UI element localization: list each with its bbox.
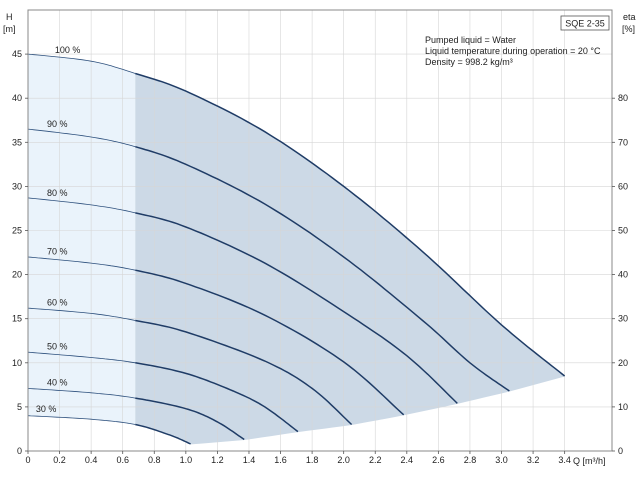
x-tick-label: 1.2 [211, 455, 224, 465]
curves [27, 53, 566, 445]
y-right-tick-label: 20 [618, 358, 628, 368]
y-left-tick-label: 0 [17, 446, 22, 456]
y-axis-left-ticks: 0 5 10 15 20 25 30 35 40 45 [12, 49, 28, 456]
model-label: SQE 2-35 [565, 19, 605, 29]
x-tick-label: 3.4 [558, 455, 571, 465]
curve-50-percent [135, 362, 299, 433]
x-tick-label: 0.6 [116, 455, 129, 465]
y-axis-right-label-unit: [%] [622, 24, 635, 34]
x-axis-ticks: 0 0.2 0.4 0.6 0.8 1.0 1.2 1.4 1.6 1.8 2.0 2.2 2.4 2.6… [25, 451, 571, 465]
x-tick-label: 1.4 [243, 455, 256, 465]
grid [28, 10, 612, 451]
curve-labels: 100 % 90 % 80 % 70 % 60 % 50 % 40 % 30 % [36, 45, 80, 414]
curve-label-70: 70 % [47, 247, 68, 257]
y-left-tick-label: 35 [12, 137, 22, 147]
model-label-box [560, 15, 610, 31]
x-tick-label: 2.6 [432, 455, 445, 465]
curve-100-percent [135, 72, 566, 377]
y-left-tick-label: 15 [12, 314, 22, 324]
x-tick-label: 3.0 [495, 455, 508, 465]
curve-80-percent [135, 212, 458, 404]
y-left-tick-label: 5 [17, 402, 22, 412]
y-left-tick-label: 25 [12, 226, 22, 236]
curve-label-60: 60 % [47, 298, 68, 308]
y-right-tick-label: 50 [618, 226, 628, 236]
info-pumped-liquid: Pumped liquid = Water [425, 35, 516, 45]
y-left-tick-label: 10 [12, 358, 22, 368]
y-right-tick-label: 10 [618, 402, 628, 412]
curve-70-percent-thin [27, 256, 136, 271]
curve-label-90: 90 % [47, 119, 68, 129]
x-tick-label: 2.2 [369, 455, 382, 465]
curve-70-percent [135, 269, 405, 416]
curve-label-40: 40 % [47, 378, 68, 388]
info-density: Density = 998.2 kg/m³ [425, 57, 513, 67]
y-left-tick-label: 30 [12, 181, 22, 191]
curve-30-percent-thin [27, 415, 136, 425]
curve-label-30: 30 % [36, 404, 57, 414]
y-left-tick-label: 45 [12, 49, 22, 59]
y-right-tick-label: 70 [618, 137, 628, 147]
curve-60-percent-thin [27, 307, 136, 321]
x-tick-label: 2.4 [401, 455, 414, 465]
y-right-tick-label: 30 [618, 314, 628, 324]
curve-40-percent [135, 397, 245, 441]
x-tick-label: 0.8 [148, 455, 161, 465]
x-axis-label: Q [m³/h] [573, 456, 606, 466]
curve-40-percent-thin [27, 388, 136, 399]
x-tick-label: 3.2 [527, 455, 540, 465]
y-left-tick-label: 20 [12, 270, 22, 280]
y-right-tick-label: 40 [618, 270, 628, 280]
y-axis-left-label-name: H [6, 12, 13, 22]
curve-100-percent-thin [27, 53, 136, 74]
y-left-tick-label: 40 [12, 93, 22, 103]
x-tick-label: 0.2 [53, 455, 66, 465]
x-tick-label: 0 [25, 455, 30, 465]
x-tick-label: 1.8 [306, 455, 319, 465]
y-axis-right-label-name: eta [623, 12, 636, 22]
x-tick-label: 2.8 [464, 455, 477, 465]
curve-50-percent-thin [27, 351, 136, 364]
x-tick-label: 2.0 [337, 455, 350, 465]
x-tick-label: 0.4 [85, 455, 98, 465]
envelope-lower-edge [190, 375, 565, 445]
y-right-tick-label: 0 [618, 446, 623, 456]
curve-label-100: 100 % [55, 45, 81, 55]
curve-30-percent [135, 423, 191, 445]
curve-label-50: 50 % [47, 342, 68, 352]
y-axis-left-label-unit: [m] [3, 24, 16, 34]
y-axis-right-ticks: 0 10 20 30 40 50 60 70 80 [612, 93, 628, 456]
y-right-tick-label: 80 [618, 93, 628, 103]
info-liquid-temperature: Liquid temperature during operation = 20… [425, 46, 601, 56]
curve-label-80: 80 % [47, 188, 68, 198]
curve-80-percent-thin [27, 197, 136, 214]
y-right-tick-label: 60 [618, 181, 628, 191]
x-tick-label: 1.0 [180, 455, 193, 465]
curve-90-percent [135, 145, 510, 392]
x-tick-label: 1.6 [274, 455, 287, 465]
curve-60-percent [135, 319, 353, 426]
curve-90-percent-thin [27, 128, 136, 148]
